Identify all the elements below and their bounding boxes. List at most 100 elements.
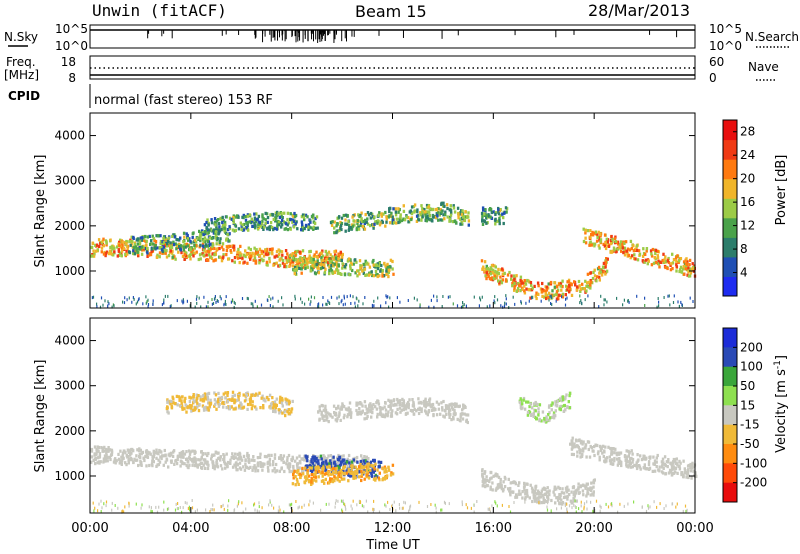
scatter-cell xyxy=(590,233,593,237)
scatter-cell xyxy=(584,486,587,490)
scatter-cell xyxy=(188,399,192,403)
scatter-cell xyxy=(502,216,505,220)
scatter-cell xyxy=(262,406,265,410)
scatter-cell xyxy=(98,452,102,456)
scatter-cell xyxy=(222,253,225,257)
noise-cell xyxy=(330,295,333,299)
scatter-cell xyxy=(267,398,270,402)
scatter-cell xyxy=(251,251,254,255)
scatter-cell xyxy=(304,466,307,470)
scatter-cell xyxy=(105,451,108,455)
scatter-cell xyxy=(456,417,459,421)
scatter-cell xyxy=(312,478,315,482)
noise-cell xyxy=(271,503,273,507)
scatter-cell xyxy=(126,252,129,256)
scatter-cell xyxy=(273,467,276,471)
noise-cell xyxy=(512,295,514,299)
scatter-cell xyxy=(405,215,408,219)
scatter-cell xyxy=(452,204,455,208)
scatter-cell xyxy=(359,462,362,467)
scatter-cell xyxy=(293,215,297,219)
scatter-cell xyxy=(620,463,623,468)
scatter-cell xyxy=(489,477,492,481)
noise-cell xyxy=(256,509,258,513)
scatter-cell xyxy=(306,265,310,269)
scatter-cell xyxy=(327,420,330,424)
scatter-cell xyxy=(251,224,254,228)
scatter-cell xyxy=(276,224,279,228)
scatter-cell xyxy=(296,259,300,263)
scatter-cell xyxy=(210,457,213,461)
scatter-cell xyxy=(497,210,500,214)
noise-cell xyxy=(583,505,585,509)
scatter-cell xyxy=(687,274,691,278)
scatter-cell xyxy=(360,478,363,483)
scatter-cell xyxy=(184,245,187,249)
scatter-cell xyxy=(584,236,587,240)
scatter-cell xyxy=(568,286,572,290)
scatter-cell xyxy=(500,281,504,285)
scatter-cell xyxy=(213,404,216,408)
scatter-cell xyxy=(642,454,645,458)
scatter-cell xyxy=(262,227,265,231)
scatter-cell xyxy=(555,487,558,491)
scatter-cell xyxy=(232,244,236,248)
scatter-cell xyxy=(249,255,252,259)
scatter-cell xyxy=(337,453,340,458)
scatter-cell xyxy=(484,485,487,489)
scatter-cell xyxy=(402,402,406,406)
scatter-cell xyxy=(380,212,383,216)
scatter-cell xyxy=(314,475,318,479)
scatter-cell xyxy=(340,405,343,409)
scatter-cell xyxy=(326,465,329,469)
scatter-cell xyxy=(341,252,344,257)
scatter-cell xyxy=(367,410,370,414)
scatter-cell xyxy=(205,253,208,257)
scatter-cell xyxy=(185,410,188,414)
scatter-cell xyxy=(399,215,402,219)
scatter-cell xyxy=(284,414,287,418)
scatter-cell xyxy=(607,244,611,248)
scatter-cell xyxy=(117,452,120,456)
noise-cell xyxy=(373,304,375,308)
scatter-cell xyxy=(259,224,262,228)
noise-cell xyxy=(647,506,650,510)
scatter-cell xyxy=(600,446,603,450)
scatter-cell xyxy=(202,394,205,398)
scatter-cell xyxy=(513,286,516,290)
scatter-cell xyxy=(531,406,534,410)
scatter-cell xyxy=(156,253,159,257)
scatter-cell xyxy=(193,408,197,412)
scatter-cell xyxy=(318,469,321,474)
scatter-cell xyxy=(668,468,672,472)
noise-cell xyxy=(391,503,394,507)
scatter-cell xyxy=(165,458,169,462)
scatter-cell xyxy=(344,461,347,465)
noise-cell xyxy=(435,510,437,514)
noise-cell xyxy=(501,503,503,507)
scatter-cell xyxy=(324,256,327,260)
scatter-cell xyxy=(359,223,362,228)
scatter-cell xyxy=(661,471,665,475)
scatter-cell xyxy=(211,465,215,469)
scatter-cell xyxy=(529,296,532,300)
scatter-cell xyxy=(276,210,279,214)
scatter-cell xyxy=(347,257,351,261)
scatter-cell xyxy=(378,261,381,265)
scatter-cell xyxy=(501,212,504,216)
scatter-cell xyxy=(210,218,213,222)
scatter-cell xyxy=(254,223,257,227)
scatter-cell xyxy=(346,415,349,419)
scatter-cell xyxy=(222,219,225,223)
noise-cell xyxy=(503,304,506,308)
scatter-cell xyxy=(483,478,487,482)
scatter-cell xyxy=(566,285,570,289)
noise-cell xyxy=(224,299,226,303)
noise-cell xyxy=(167,507,170,511)
scatter-cell xyxy=(366,415,369,419)
scatter-cell xyxy=(589,486,592,490)
scatter-cell xyxy=(423,207,426,212)
scatter-cell xyxy=(239,221,242,225)
scatter-cell xyxy=(214,233,218,237)
noise-cell xyxy=(102,303,104,307)
